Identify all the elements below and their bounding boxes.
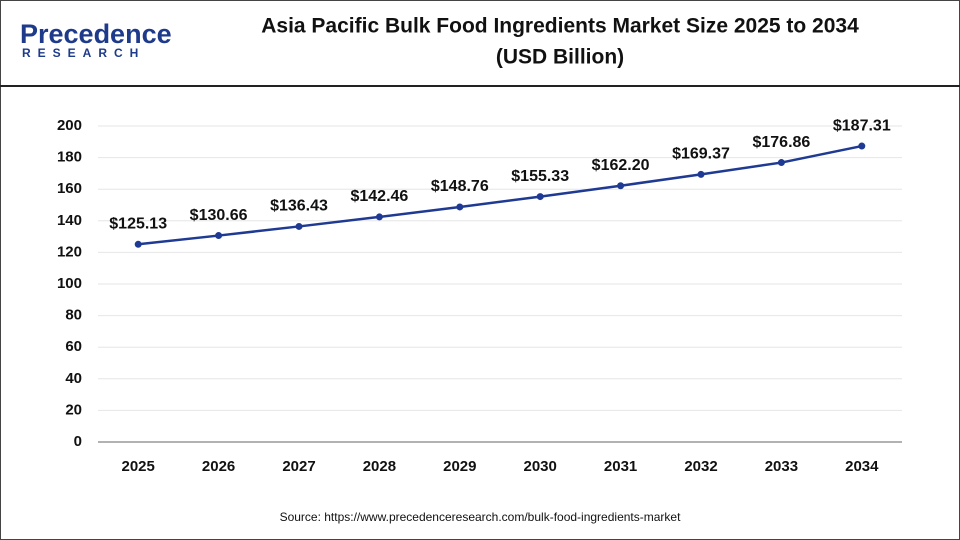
x-tick-label: 2031 xyxy=(604,458,637,475)
x-tick-label: 2033 xyxy=(765,458,798,475)
data-label: $136.43 xyxy=(270,198,328,215)
y-tick-label: 140 xyxy=(57,212,82,229)
point xyxy=(536,193,544,201)
data-label: $155.33 xyxy=(511,168,569,185)
y-tick-label: 60 xyxy=(65,338,82,355)
data-label: $125.13 xyxy=(109,216,167,233)
x-tick-label: 2026 xyxy=(202,458,235,475)
chart-subtitle: (USD Billion) xyxy=(496,46,624,69)
y-tick-label: 180 xyxy=(57,149,82,166)
point xyxy=(617,182,625,190)
data-label: $162.20 xyxy=(592,157,650,174)
y-tick-label: 120 xyxy=(57,243,82,260)
line xyxy=(138,144,863,246)
y-tick-label: 160 xyxy=(57,180,82,197)
point xyxy=(215,232,223,240)
x-tick-label: 2028 xyxy=(363,458,396,475)
y-tick-label: 200 xyxy=(57,117,82,134)
y-tick-label: 40 xyxy=(65,370,82,387)
logo-name: Precedence xyxy=(20,19,172,49)
point xyxy=(375,213,383,221)
point xyxy=(134,240,142,248)
data-label: $187.31 xyxy=(833,117,891,134)
x-tick-label: 2030 xyxy=(524,458,557,475)
data-label: $169.37 xyxy=(672,146,730,163)
data-label: $176.86 xyxy=(752,134,810,151)
point xyxy=(295,222,303,230)
logo-tagline: RESEARCH xyxy=(22,46,145,60)
point xyxy=(858,142,866,150)
point xyxy=(697,170,705,178)
data-label: $142.46 xyxy=(350,188,408,205)
y-tick-label: 80 xyxy=(65,307,82,324)
source: Source: https://www.precedenceresearch.c… xyxy=(280,510,682,524)
x-tick-label: 2029 xyxy=(443,458,476,475)
x-tick-label: 2032 xyxy=(684,458,717,475)
x-tick-label: 2027 xyxy=(282,458,315,475)
point xyxy=(777,159,785,167)
x-tick-label: 2034 xyxy=(845,458,879,475)
chart-title: Asia Pacific Bulk Food Ingredients Marke… xyxy=(261,15,859,38)
data-label: $148.76 xyxy=(431,178,489,195)
point xyxy=(456,203,464,211)
y-tick-label: 20 xyxy=(65,401,82,418)
x-tick-label: 2025 xyxy=(122,458,155,475)
data-label: $130.66 xyxy=(190,207,248,224)
y-tick-label: 100 xyxy=(57,275,82,292)
y-tick-label: 0 xyxy=(74,433,82,450)
